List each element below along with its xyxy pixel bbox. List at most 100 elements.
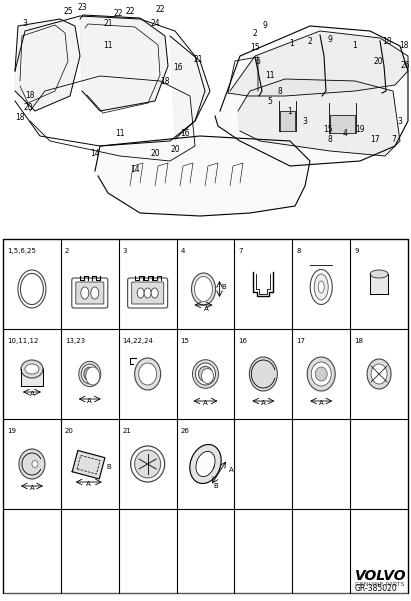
Text: 18: 18 (399, 41, 409, 50)
Text: A: A (88, 398, 92, 404)
Text: 7: 7 (238, 248, 243, 254)
Ellipse shape (370, 270, 388, 278)
Ellipse shape (310, 269, 332, 305)
Ellipse shape (371, 364, 387, 384)
Text: 20: 20 (23, 103, 33, 112)
Text: 3: 3 (302, 117, 307, 126)
Ellipse shape (79, 361, 101, 386)
Ellipse shape (81, 287, 89, 299)
Ellipse shape (32, 460, 38, 468)
Text: 17: 17 (370, 135, 380, 144)
Text: B: B (222, 284, 226, 290)
Ellipse shape (86, 367, 100, 385)
Ellipse shape (194, 276, 212, 302)
Ellipse shape (201, 368, 213, 383)
Ellipse shape (367, 359, 391, 389)
Text: 8: 8 (296, 248, 301, 254)
Polygon shape (170, 36, 210, 139)
Text: 21: 21 (103, 19, 113, 28)
Text: 20: 20 (65, 428, 74, 434)
Ellipse shape (192, 360, 219, 388)
Ellipse shape (81, 364, 98, 384)
Text: 15: 15 (323, 126, 333, 135)
Text: 24: 24 (150, 19, 160, 28)
Ellipse shape (18, 270, 46, 308)
Ellipse shape (91, 287, 99, 299)
Text: 3: 3 (397, 117, 402, 126)
Text: 20: 20 (170, 144, 180, 153)
Text: A: A (30, 391, 34, 397)
Text: 25: 25 (63, 7, 73, 16)
Text: 20: 20 (150, 148, 160, 157)
Text: 11: 11 (103, 41, 113, 50)
Ellipse shape (249, 357, 277, 391)
Ellipse shape (192, 273, 215, 305)
Ellipse shape (21, 273, 44, 305)
Polygon shape (280, 111, 295, 131)
Text: 16: 16 (180, 129, 190, 138)
Text: 5: 5 (268, 97, 272, 106)
Text: 21: 21 (193, 55, 203, 64)
Text: 18: 18 (25, 91, 35, 100)
Ellipse shape (19, 449, 45, 479)
Polygon shape (228, 31, 408, 96)
Ellipse shape (151, 288, 158, 298)
Ellipse shape (135, 450, 161, 478)
Polygon shape (15, 19, 80, 111)
Ellipse shape (139, 363, 157, 385)
Text: 13,23: 13,23 (65, 338, 85, 344)
Text: 9: 9 (354, 248, 359, 254)
Text: 22: 22 (113, 10, 123, 19)
Ellipse shape (318, 281, 324, 293)
Text: 1: 1 (288, 106, 292, 115)
Text: 7: 7 (392, 135, 397, 144)
Text: 14: 14 (90, 148, 100, 157)
Polygon shape (72, 451, 105, 479)
Polygon shape (80, 15, 168, 111)
Text: B: B (107, 464, 111, 470)
Text: 8: 8 (328, 135, 332, 144)
Text: 15: 15 (180, 338, 189, 344)
Text: 4: 4 (342, 129, 347, 138)
Bar (3, 239, 408, 593)
Text: 19: 19 (7, 428, 16, 434)
FancyBboxPatch shape (76, 282, 104, 304)
FancyBboxPatch shape (2, 3, 409, 231)
Ellipse shape (135, 358, 161, 390)
Text: 4: 4 (180, 248, 185, 254)
Text: 17: 17 (296, 338, 305, 344)
Text: B: B (213, 483, 218, 489)
Text: 3: 3 (23, 19, 28, 28)
Text: 14,22,24: 14,22,24 (123, 338, 154, 344)
Text: 16: 16 (238, 338, 247, 344)
Polygon shape (238, 79, 400, 156)
Text: 18: 18 (15, 114, 25, 123)
Text: 16: 16 (173, 64, 183, 73)
Text: VOLVO: VOLVO (355, 569, 406, 583)
Ellipse shape (131, 446, 165, 482)
Polygon shape (330, 115, 355, 133)
Text: 8: 8 (277, 87, 282, 96)
Text: 26: 26 (180, 428, 189, 434)
Ellipse shape (199, 366, 212, 382)
Text: 15: 15 (250, 43, 260, 52)
Polygon shape (95, 136, 310, 216)
Text: 2: 2 (307, 37, 312, 46)
Text: 3: 3 (123, 248, 127, 254)
Polygon shape (215, 26, 408, 166)
Text: 19: 19 (355, 124, 365, 133)
Text: 2: 2 (65, 248, 69, 254)
Text: GENUINE PARTS: GENUINE PARTS (355, 582, 404, 588)
Text: 18: 18 (354, 338, 363, 344)
FancyBboxPatch shape (132, 282, 164, 304)
Ellipse shape (315, 367, 327, 381)
Ellipse shape (21, 360, 43, 378)
Ellipse shape (144, 288, 151, 298)
Text: 9: 9 (263, 22, 268, 31)
Text: 18: 18 (160, 78, 170, 87)
FancyBboxPatch shape (72, 278, 108, 308)
Ellipse shape (307, 357, 335, 391)
Text: GR-385020: GR-385020 (355, 584, 398, 593)
Ellipse shape (314, 274, 328, 300)
Text: 20: 20 (373, 56, 383, 66)
